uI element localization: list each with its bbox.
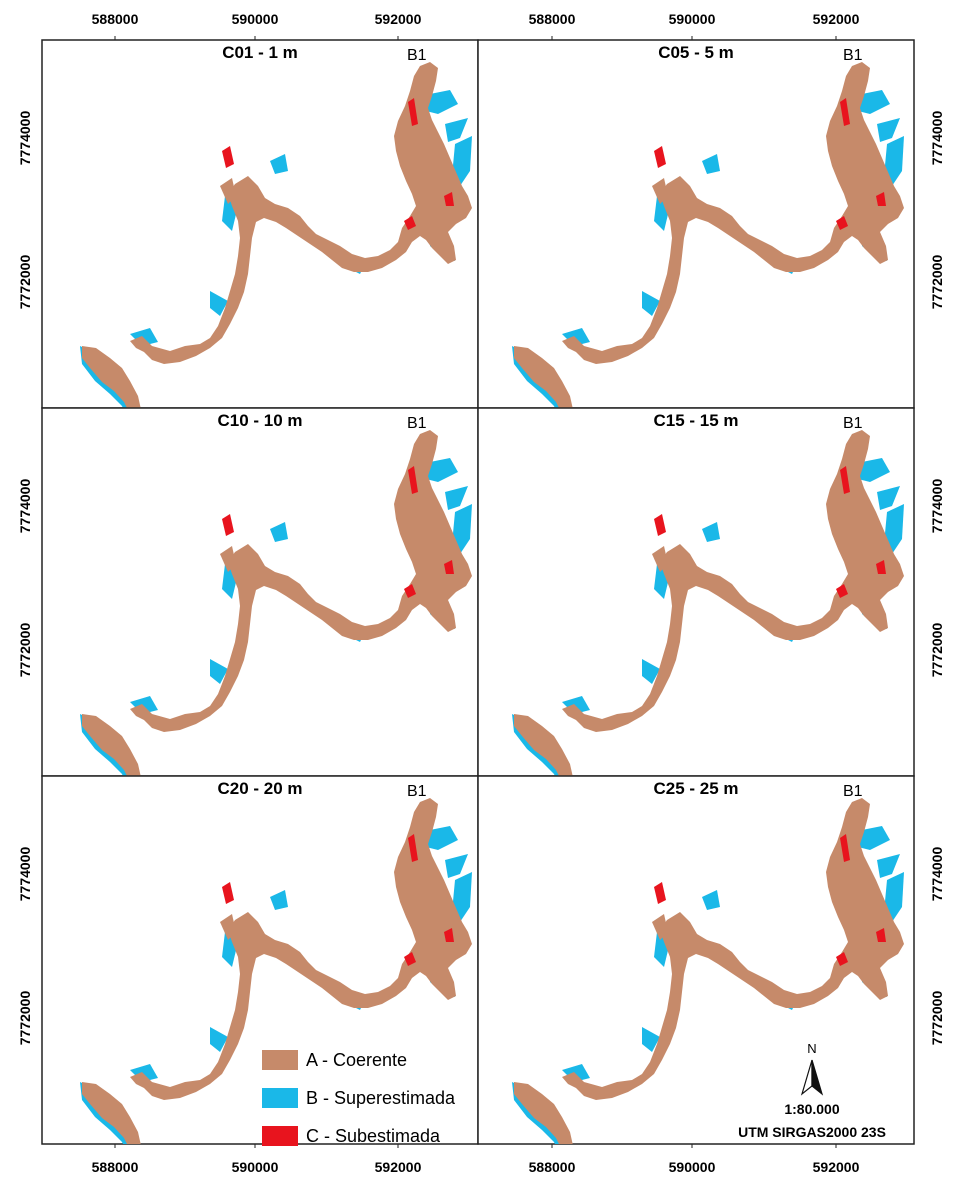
map-panel: C20 - 20 m B1 xyxy=(41,775,479,1145)
x-tick-label: 592000 xyxy=(375,1159,422,1175)
legend-swatch xyxy=(262,1126,298,1146)
panel-title: C20 - 20 m xyxy=(217,779,302,798)
panel-label: B1 xyxy=(843,415,863,432)
y-tick-label: 7772000 xyxy=(929,255,945,310)
y-tick-label: 7774000 xyxy=(17,111,33,166)
legend: A - Coerente B - Superestimada C - Subesti… xyxy=(262,1050,456,1146)
legend-swatch xyxy=(262,1088,298,1108)
legend-swatch xyxy=(262,1050,298,1070)
y-tick-label: 7774000 xyxy=(929,479,945,534)
panel-label: B1 xyxy=(843,47,863,64)
y-tick-label: 7774000 xyxy=(929,111,945,166)
x-tick-label: 592000 xyxy=(813,11,860,27)
scale-text: 1:80.000 xyxy=(784,1101,839,1117)
x-tick-label: 588000 xyxy=(529,1159,576,1175)
coordinate-axes: 588000 588000 590000 590000 592000 592000 5880… xyxy=(17,11,945,1175)
y-tick-label: 7772000 xyxy=(17,991,33,1046)
x-tick-label: 588000 xyxy=(92,11,139,27)
map-panel: C01 - 1 m B1 xyxy=(41,39,479,409)
crs-text: UTM SIRGAS2000 23S xyxy=(738,1124,886,1140)
panel-title: C05 - 5 m xyxy=(658,43,734,62)
y-tick-label: 7772000 xyxy=(17,255,33,310)
panel-label: B1 xyxy=(407,783,427,800)
y-tick-label: 7772000 xyxy=(929,623,945,678)
panel-label: B1 xyxy=(407,47,427,64)
panel-label: B1 xyxy=(407,415,427,432)
north-arrow: N 1:80.000 UTM SIRGAS2000 23S xyxy=(738,1041,886,1140)
y-tick-label: 7772000 xyxy=(929,991,945,1046)
legend-label: B - Superestimada xyxy=(306,1088,456,1108)
legend-label: C - Subestimada xyxy=(306,1126,441,1146)
north-letter: N xyxy=(807,1041,816,1056)
panel-title: C01 - 1 m xyxy=(222,43,298,62)
north-arrow-icon xyxy=(811,1059,824,1096)
x-tick-label: 588000 xyxy=(92,1159,139,1175)
panel-label: B1 xyxy=(843,783,863,800)
legend-label: A - Coerente xyxy=(306,1050,407,1070)
x-tick-label: 590000 xyxy=(232,1159,279,1175)
x-tick-label: 590000 xyxy=(232,11,279,27)
x-tick-label: 592000 xyxy=(375,11,422,27)
map-panel: C10 - 10 m B1 xyxy=(41,407,479,777)
y-tick-label: 7772000 xyxy=(17,623,33,678)
x-tick-label: 590000 xyxy=(669,11,716,27)
y-tick-label: 7774000 xyxy=(17,847,33,902)
x-tick-label: 590000 xyxy=(669,1159,716,1175)
panel-title: C10 - 10 m xyxy=(217,411,302,430)
map-panel: C05 - 5 m B1 xyxy=(477,39,915,409)
y-tick-label: 7774000 xyxy=(17,479,33,534)
x-tick-label: 592000 xyxy=(813,1159,860,1175)
y-tick-label: 7774000 xyxy=(929,847,945,902)
map-panel: C25 - 25 m B1 xyxy=(477,775,915,1145)
map-panel: C15 - 15 m B1 xyxy=(477,407,915,777)
panel-title: C15 - 15 m xyxy=(653,411,738,430)
x-tick-label: 588000 xyxy=(529,11,576,27)
panel-title: C25 - 25 m xyxy=(653,779,738,798)
